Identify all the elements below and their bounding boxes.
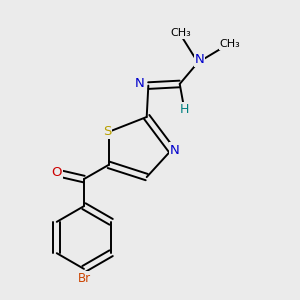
Text: O: O [51,166,62,179]
Text: H: H [180,103,189,116]
Text: Br: Br [77,272,91,285]
Text: N: N [135,77,145,91]
Text: N: N [195,53,204,66]
Text: CH₃: CH₃ [170,28,191,38]
Text: CH₃: CH₃ [220,39,240,49]
Text: N: N [170,143,180,157]
Text: S: S [103,125,111,138]
